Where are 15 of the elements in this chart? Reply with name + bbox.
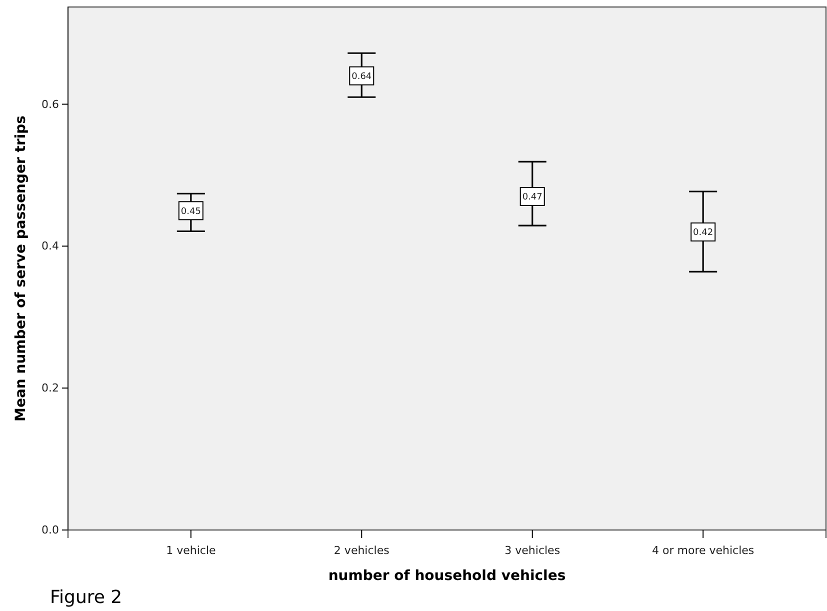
data-label: 0.45 [180,206,201,217]
data-label: 0.47 [522,192,542,203]
y-tick-label: 0.2 [42,382,59,395]
data-label: 0.64 [352,72,372,82]
x-tick-label: 1 vehicle [166,544,216,558]
caption: Figure 2 [50,587,122,608]
x-tick-label: 2 vehicles [334,544,390,558]
y-tick-label: 0.4 [42,240,59,253]
x-axis-title: number of household vehicles [328,568,566,584]
y-tick-label: 0.6 [42,98,59,111]
y-tick-label: 0.0 [42,524,59,537]
data-label: 0.42 [693,228,714,238]
y-axis-title: Mean number of serve passenger trips [13,116,29,422]
x-tick-label: 3 vehicles [504,544,560,558]
x-tick-label: 4 or more vehicles [652,544,754,558]
